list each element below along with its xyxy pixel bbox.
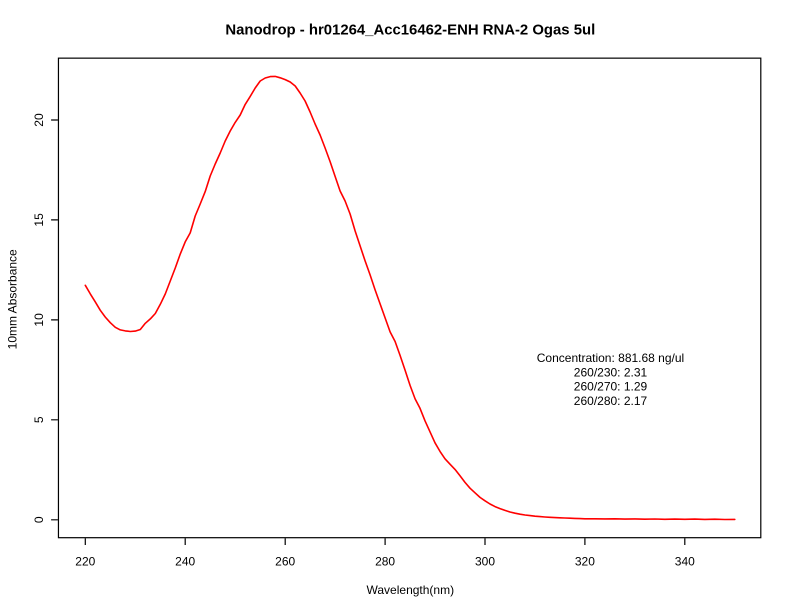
svg-text:Concentration: 881.68 ng/ul: Concentration: 881.68 ng/ul	[537, 351, 684, 365]
svg-text:260/270: 1.29: 260/270: 1.29	[574, 380, 648, 394]
svg-text:340: 340	[675, 554, 695, 568]
svg-text:15: 15	[32, 213, 46, 227]
svg-text:280: 280	[375, 554, 395, 568]
svg-text:Wavelength(nm): Wavelength(nm)	[367, 583, 455, 597]
svg-text:10mm Absorbance: 10mm Absorbance	[5, 249, 19, 349]
svg-text:Nanodrop - hr01264_Acc16462-EN: Nanodrop - hr01264_Acc16462-ENH RNA-2 Og…	[225, 23, 595, 39]
svg-text:0: 0	[32, 516, 46, 523]
svg-text:20: 20	[32, 113, 46, 127]
svg-text:260/280: 2.17: 260/280: 2.17	[574, 394, 648, 408]
svg-text:320: 320	[575, 554, 595, 568]
svg-text:260: 260	[275, 554, 295, 568]
svg-text:260/230: 2.31: 260/230: 2.31	[574, 365, 648, 379]
svg-text:5: 5	[32, 416, 46, 423]
svg-text:300: 300	[475, 554, 495, 568]
svg-text:10: 10	[32, 313, 46, 327]
svg-text:240: 240	[175, 554, 195, 568]
svg-text:220: 220	[75, 554, 95, 568]
